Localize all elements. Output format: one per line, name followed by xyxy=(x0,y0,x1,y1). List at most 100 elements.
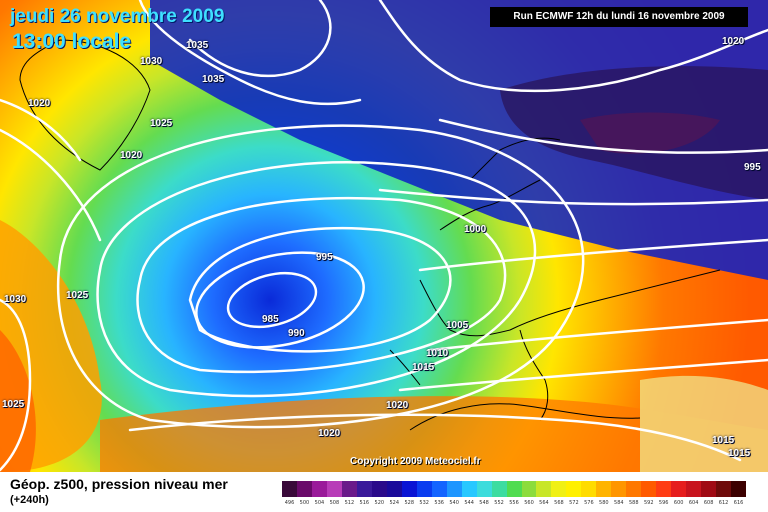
scale-swatch xyxy=(716,481,732,497)
isobar-label: 1030 xyxy=(140,56,163,67)
scale-swatch xyxy=(731,481,747,497)
isobar-label: 1025 xyxy=(150,118,173,129)
legend-title: Géop. z500, pression niveau mer xyxy=(10,476,228,492)
scale-label: 548 xyxy=(479,500,489,506)
scale-swatch xyxy=(446,481,462,497)
scale-swatch xyxy=(491,481,507,497)
color-scale-labels: 496 500 504 508 512 516 520 524 528 532 536 540 544 5… xyxy=(282,500,746,510)
forecast-time: 13:00 locale xyxy=(12,30,132,53)
scale-label: 576 xyxy=(584,500,594,506)
isobar-label: 1015 xyxy=(712,435,735,446)
scale-label: 600 xyxy=(673,500,684,506)
coastlines xyxy=(19,39,721,431)
scale-label: 584 xyxy=(614,500,624,506)
isobar-label: 1000 xyxy=(464,224,487,235)
forecast-map xyxy=(0,0,768,472)
scale-label: 536 xyxy=(434,500,444,506)
subtropical-ridge-se xyxy=(640,375,768,472)
scale-label: 572 xyxy=(569,500,579,506)
scale-swatch xyxy=(326,481,342,497)
isobar-label: 1025 xyxy=(66,290,89,301)
scale-swatch xyxy=(296,481,312,497)
scale-label: 540 xyxy=(449,500,459,506)
forecast-date: jeudi 26 novembre 2009 xyxy=(10,6,225,27)
scale-label: 524 xyxy=(389,500,400,506)
trough-core-inner xyxy=(580,112,720,154)
run-info-badge: Run ECMWF 12h du lundi 16 novembre 2009 xyxy=(490,7,748,27)
scale-label: 612 xyxy=(718,500,729,506)
scale-swatch xyxy=(671,481,687,497)
scale-swatch xyxy=(566,481,582,497)
scale-label: 500 xyxy=(299,500,310,506)
isobar-label: 1020 xyxy=(318,428,341,439)
scale-swatch xyxy=(596,481,612,497)
scale-swatch xyxy=(416,481,432,497)
scale-swatch xyxy=(371,481,387,497)
scale-swatch xyxy=(641,481,657,497)
isobar-label: 1035 xyxy=(186,40,209,51)
isobar-label: 985 xyxy=(262,314,279,325)
isobar-label: 995 xyxy=(316,252,333,263)
scale-label: 544 xyxy=(464,500,474,506)
scale-label: 608 xyxy=(703,500,714,506)
scale-label: 564 xyxy=(539,500,549,506)
scale-swatch xyxy=(656,481,672,497)
scale-label: 496 xyxy=(284,500,295,506)
scale-label: 560 xyxy=(524,500,534,506)
scale-swatch xyxy=(701,481,717,497)
scale-label: 508 xyxy=(329,500,340,506)
isobar-label: 1035 xyxy=(202,74,225,85)
warm-air-west-core xyxy=(0,330,36,472)
isobar-label: 995 xyxy=(744,162,761,173)
scale-label: 616 xyxy=(733,500,744,506)
scale-label: 568 xyxy=(554,500,564,506)
copyright-notice: Copyright 2009 Meteociel.fr xyxy=(350,456,481,467)
scale-swatch xyxy=(551,481,567,497)
scale-swatch xyxy=(431,481,447,497)
scale-swatch xyxy=(686,481,702,497)
isobar-label: 990 xyxy=(288,328,305,339)
scale-swatch xyxy=(341,481,357,497)
isobar-label: 1010 xyxy=(426,348,449,359)
isobar-label: 1030 xyxy=(4,294,27,305)
scale-swatch xyxy=(611,481,627,497)
scale-label: 556 xyxy=(509,500,519,506)
isobar-label: 1025 xyxy=(2,399,25,410)
scale-swatch xyxy=(311,481,327,497)
isobar-label: 1015 xyxy=(728,448,751,459)
isobar-label: 1020 xyxy=(120,150,143,161)
scale-label: 552 xyxy=(494,500,504,506)
scale-label: 580 xyxy=(599,500,609,506)
scale-swatch xyxy=(476,481,492,497)
isobar-label: 1020 xyxy=(386,400,409,411)
scale-label: 596 xyxy=(658,500,669,506)
isobar-label: 1020 xyxy=(28,98,51,109)
scale-label: 520 xyxy=(374,500,385,506)
scale-swatch xyxy=(282,481,297,497)
isobar-label: 1005 xyxy=(446,320,469,331)
warm-air-south xyxy=(100,396,768,472)
scale-swatch xyxy=(581,481,597,497)
scale-label: 604 xyxy=(688,500,699,506)
legend-range: (+240h) xyxy=(10,494,49,506)
color-scale xyxy=(282,481,747,497)
scale-label: 532 xyxy=(419,500,429,506)
scale-label: 512 xyxy=(344,500,355,506)
scale-swatch xyxy=(626,481,642,497)
scale-swatch xyxy=(521,481,537,497)
scale-label: 528 xyxy=(404,500,414,506)
scale-swatch xyxy=(386,481,402,497)
isobar-label: 1020 xyxy=(722,36,745,47)
scale-swatch xyxy=(536,481,552,497)
scale-label: 588 xyxy=(628,500,639,506)
scale-swatch xyxy=(401,481,417,497)
scale-swatch xyxy=(461,481,477,497)
scale-label: 516 xyxy=(359,500,370,506)
scale-swatch xyxy=(506,481,522,497)
scale-label: 592 xyxy=(643,500,654,506)
scale-swatch xyxy=(356,481,372,497)
isobar-label: 1015 xyxy=(412,362,435,373)
isobars xyxy=(0,0,768,470)
scale-label: 504 xyxy=(314,500,325,506)
